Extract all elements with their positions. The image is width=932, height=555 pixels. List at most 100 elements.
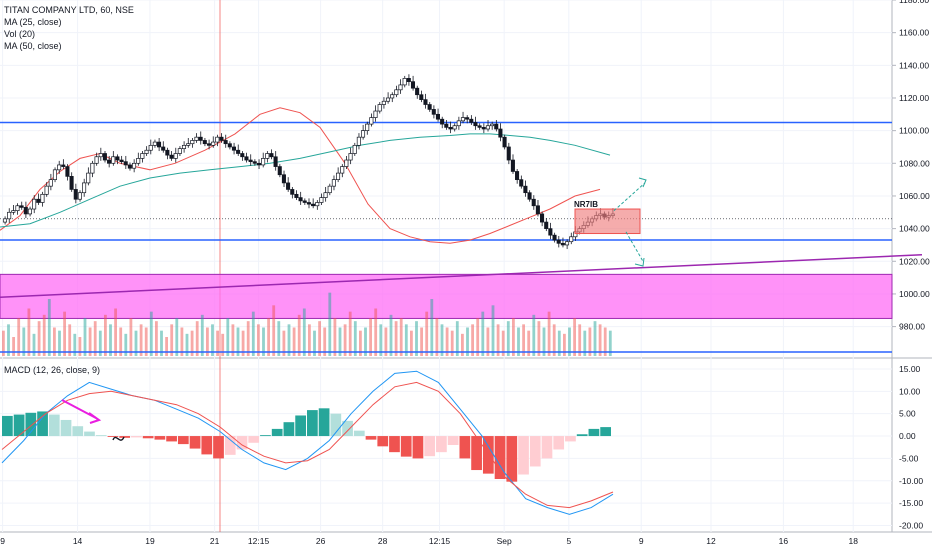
candle-body [240, 153, 245, 158]
candle-body [548, 228, 553, 236]
time-tick-label: 21 [210, 536, 220, 546]
macd-tick-label: -15.00 [899, 498, 923, 508]
nr7ib-zone [574, 208, 641, 235]
volume-bar [149, 311, 153, 356]
volume-bar [461, 333, 464, 356]
volume-bar [348, 311, 352, 356]
macd-histogram-bar [588, 428, 600, 437]
volume-bar [537, 321, 541, 356]
candle-body [494, 123, 499, 130]
volume-bar [211, 324, 214, 356]
breakout-down-arrow [625, 231, 644, 262]
volume-bar [527, 330, 531, 356]
candle-body [144, 149, 149, 154]
volume-bar [134, 330, 138, 356]
macd-title: MACD (12, 26, close, 9) [4, 365, 101, 375]
macd-legend: MACD (12, 26, close, 9) [4, 364, 100, 376]
candle-body [323, 192, 328, 198]
volume-bar [165, 337, 168, 356]
candle-body [319, 197, 324, 203]
time-tick-label: 14 [73, 536, 83, 546]
candle-body [23, 207, 28, 215]
candle-body [452, 125, 457, 130]
price-tick-label: 1000.00 [899, 289, 930, 299]
candle-body [377, 104, 382, 112]
macd-histogram-bar [236, 436, 248, 450]
volume-bar [124, 333, 128, 356]
volume-bar [114, 308, 117, 356]
volume-bar [42, 314, 46, 356]
candle-body [402, 78, 407, 86]
macd-histogram-bar [260, 435, 271, 437]
time-tick-label: Sep [497, 536, 512, 546]
macd-histogram-bar [529, 436, 541, 467]
candle-body [90, 162, 95, 174]
macd-histogram-bar [353, 430, 365, 437]
candle-body [415, 87, 420, 96]
volume-bar [369, 318, 372, 356]
candle-body [556, 239, 561, 244]
demand-zone-band [0, 273, 893, 319]
candle-body [390, 94, 395, 99]
macd-histogram-bar [131, 436, 142, 438]
candle-body [444, 123, 449, 128]
price-tick-label: 1100.00 [899, 126, 929, 136]
time-tick-label: 16 [779, 536, 789, 546]
macd-line [1, 370, 614, 515]
volume-bar [415, 321, 418, 356]
candle-body [298, 197, 303, 202]
macd-histogram-bar [318, 408, 330, 437]
candle-body [485, 125, 490, 130]
candle-body [481, 127, 486, 130]
candle-body [456, 120, 461, 127]
time-tick-label: 26 [316, 536, 326, 546]
volume-bar [394, 321, 398, 356]
candle-body [115, 156, 120, 161]
candle-body [306, 202, 311, 205]
macd-tick-label: 0.00 [899, 431, 916, 441]
candle-body [231, 146, 236, 151]
candle-body [82, 182, 87, 194]
candle-body [211, 141, 216, 146]
volume-bar [206, 327, 209, 356]
candle-body [348, 153, 353, 161]
ma25-line [0, 107, 601, 244]
price-tick-label: 1120.00 [899, 93, 929, 103]
price-tick-label: 1080.00 [899, 158, 930, 168]
legend-vol: Vol (20) [4, 29, 36, 39]
candle-body [381, 100, 386, 105]
candle-body [77, 192, 82, 200]
candle-body [11, 210, 16, 213]
candle-body [111, 156, 116, 164]
macd-histogram-bar [84, 431, 95, 437]
candle-body [327, 185, 332, 194]
macd-histogram-bar [377, 436, 389, 447]
volume-bar [476, 318, 480, 356]
macd-tick-label: -5.00 [899, 453, 919, 463]
volume-bar [200, 314, 204, 356]
candle-body [181, 144, 187, 149]
volume-bar [98, 330, 102, 356]
candle-body [281, 174, 286, 184]
time-tick-label: 9 [0, 536, 5, 546]
macd-histogram-bar [365, 436, 377, 440]
volume-bar [175, 318, 179, 356]
volume-bar [7, 324, 10, 356]
volume-bar [195, 321, 199, 356]
candle-body [569, 236, 574, 243]
macd-tick-label: -10.00 [899, 476, 923, 486]
candle-body [202, 140, 207, 145]
price-tick-label: 1140.00 [899, 60, 929, 70]
volume-bar [221, 333, 225, 356]
volume-bar [47, 299, 51, 356]
volume-bar [333, 318, 337, 356]
legend-ma50: MA (50, close) [4, 41, 62, 51]
volume-bar [144, 327, 148, 356]
macd-signal-line [1, 381, 614, 509]
candle-body [102, 153, 107, 161]
candle-body [340, 166, 345, 174]
volume-bar [22, 327, 26, 356]
legend-ma25: MA (25, close) [4, 17, 62, 27]
candle-body [398, 84, 403, 91]
volume-bar [226, 318, 230, 356]
